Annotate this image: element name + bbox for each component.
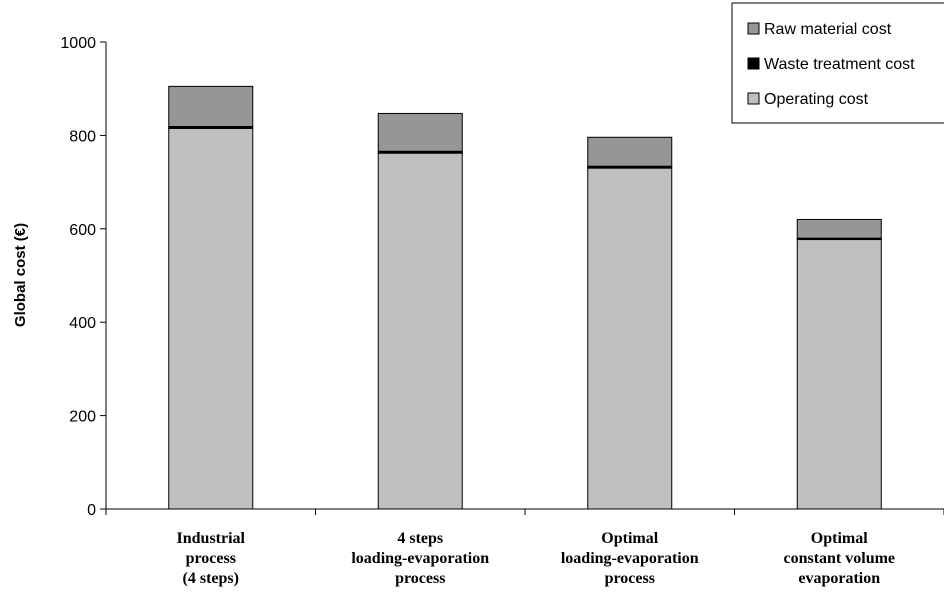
bar-segment-operating-cost [587, 167, 673, 510]
y-tick-label: 800 [69, 128, 96, 145]
x-category-label: 4 steps loading-evaporation process [351, 530, 489, 587]
legend-swatch [747, 22, 760, 35]
x-axis: Industrial process (4 steps) 4 steps loading… [105, 508, 944, 587]
x-category-label: Industrial process (4 steps) [177, 530, 246, 587]
y-tick-label: 400 [69, 315, 96, 332]
x-category-label: Optimal loading-evaporation process [561, 530, 699, 587]
legend: Raw material cost Waste treatment cost Ope… [731, 2, 944, 124]
x-category-label: Optimal constant volume evaporation [783, 530, 895, 587]
bar-segment-raw-material-cost [796, 218, 882, 239]
legend-swatch [747, 92, 760, 105]
bar-segment-raw-material-cost [168, 85, 254, 128]
bar-segment-operating-cost [168, 127, 254, 510]
bar-segment-operating-cost [796, 239, 882, 510]
y-tick-label: 0 [87, 502, 96, 519]
plot-area [168, 85, 882, 510]
legend-label: Operating cost [764, 91, 869, 108]
legend-label: Waste treatment cost [764, 56, 915, 73]
legend-label: Raw material cost [764, 21, 892, 38]
y-tick-label: 200 [69, 409, 96, 426]
legend-box [731, 2, 944, 124]
y-tick-label: 1000 [60, 35, 96, 52]
legend-swatch [747, 57, 760, 70]
bar-segment-raw-material-cost [377, 112, 463, 152]
y-axis-title: Global cost (€) [12, 223, 29, 327]
y-axis: 0 200 400 600 800 1000 [60, 35, 107, 519]
y-tick-label: 600 [69, 222, 96, 239]
bar-segment-operating-cost [377, 152, 463, 510]
bar-segment-raw-material-cost [587, 136, 673, 167]
